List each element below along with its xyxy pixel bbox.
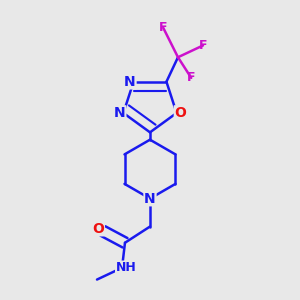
Text: N: N <box>114 106 126 120</box>
Text: N: N <box>144 192 156 206</box>
Text: O: O <box>92 222 104 236</box>
Text: N: N <box>124 75 136 89</box>
Text: F: F <box>159 21 167 34</box>
Text: NH: NH <box>116 261 136 274</box>
Text: F: F <box>187 71 196 84</box>
Text: O: O <box>175 106 186 120</box>
Text: F: F <box>199 39 207 52</box>
